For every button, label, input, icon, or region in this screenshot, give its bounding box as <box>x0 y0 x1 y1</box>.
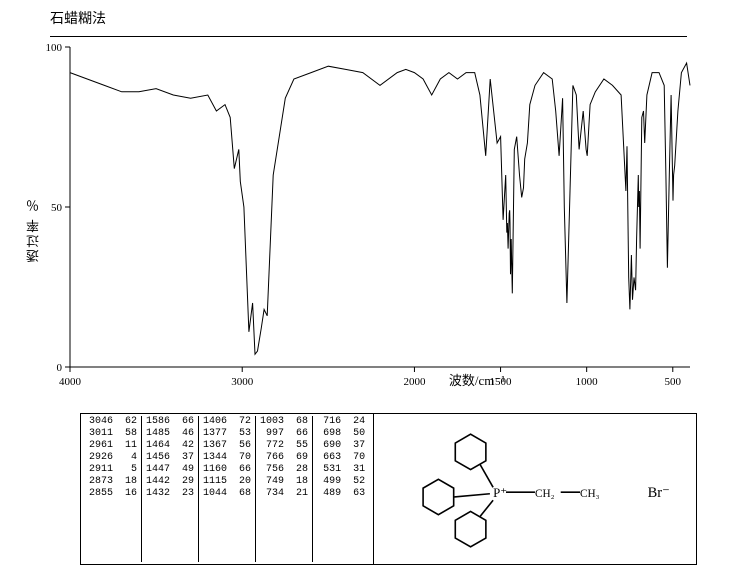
svg-text:50: 50 <box>51 202 63 214</box>
svg-text:Br⁻: Br⁻ <box>648 485 670 501</box>
svg-text:500: 500 <box>665 376 682 388</box>
svg-text:1000: 1000 <box>576 376 599 388</box>
chart-svg: 05010040003000200015001000500波数/cm⁻¹ <box>30 37 700 407</box>
molecule-structure: P⁺ CH₂ CH₃ Br⁻ <box>374 413 697 565</box>
svg-text:波数/cm⁻¹: 波数/cm⁻¹ <box>449 373 505 388</box>
page-title: 石蜡糊法 <box>0 0 737 32</box>
y-axis-label: 透过率 ％ <box>24 197 43 262</box>
svg-text:P⁺: P⁺ <box>493 486 507 500</box>
ir-spectrum-chart: 透过率 ％ 05010040003000200015001000500波数/cm… <box>30 37 700 407</box>
svg-text:100: 100 <box>46 42 63 54</box>
svg-text:2000: 2000 <box>403 376 426 388</box>
svg-text:0: 0 <box>57 362 63 374</box>
svg-text:CH₃: CH₃ <box>580 488 600 500</box>
peak-table-column: 716 24 698 50 690 37 663 70 531 31 499 5… <box>313 416 369 562</box>
molecule-svg: P⁺ CH₂ CH₃ Br⁻ <box>374 414 696 564</box>
bottom-row: 3046 623011 582961 112926 42911 52873 18… <box>80 413 697 565</box>
peak-table: 3046 623011 582961 112926 42911 52873 18… <box>80 413 374 565</box>
svg-text:3000: 3000 <box>231 376 254 388</box>
peak-table-column: 1586 661485 461464 421456 371447 491442 … <box>142 416 199 562</box>
peak-table-column: 3046 623011 582961 112926 42911 52873 18… <box>85 416 142 562</box>
svg-text:CH₂: CH₂ <box>535 488 555 500</box>
peak-table-column: 1406 721377 531367 561344 701160 661115 … <box>199 416 256 562</box>
svg-text:4000: 4000 <box>59 376 82 388</box>
peak-table-column: 1003 68 997 66 772 55 766 69 756 28 749 … <box>256 416 313 562</box>
